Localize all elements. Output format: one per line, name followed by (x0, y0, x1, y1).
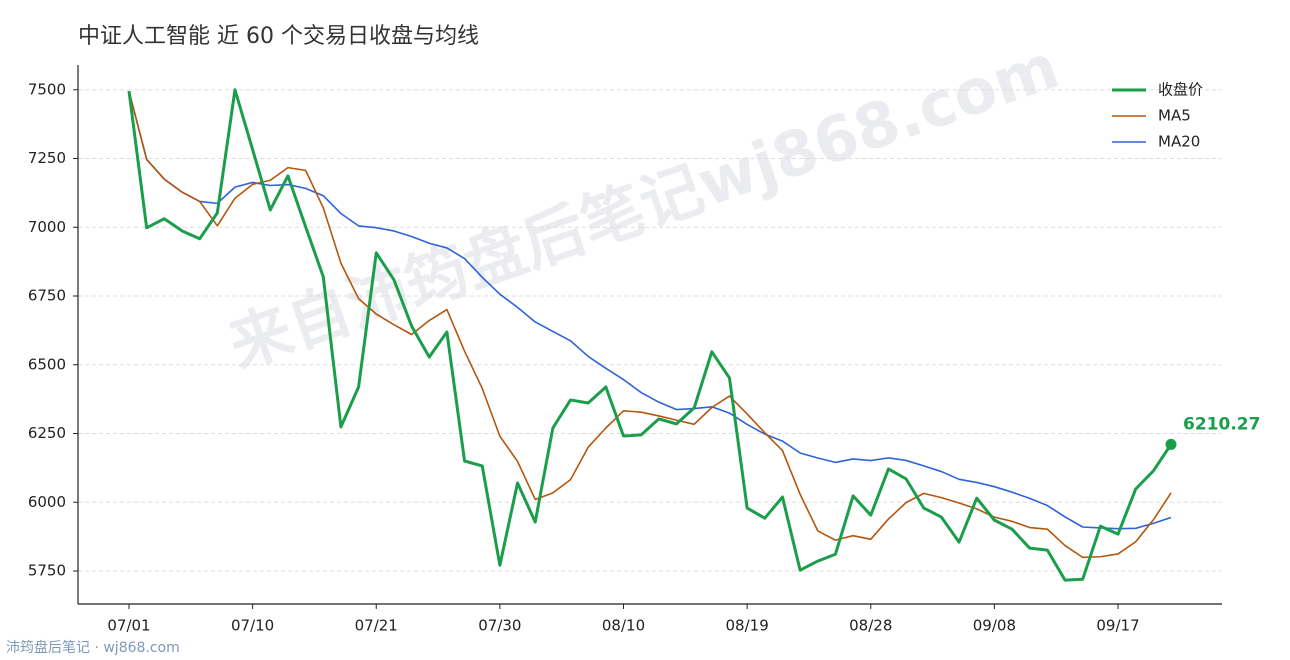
plot (127, 88, 1177, 582)
chart-title: 中证人工智能 近 60 个交易日收盘与均线 (78, 24, 479, 49)
y-tick-label: 7000 (28, 218, 66, 236)
footer: 沛筠盘后笔记 · wj868.com (6, 639, 180, 656)
x-tick-label: 08/10 (602, 617, 645, 635)
y-tick-label: 7500 (28, 80, 66, 98)
x-tick-label: 07/10 (231, 617, 274, 635)
series-line (128, 90, 1172, 530)
y-tick-label: 7250 (28, 149, 66, 167)
legend-label: MA20 (1158, 133, 1200, 151)
grid (78, 89, 1222, 572)
y-tick-label: 6000 (28, 493, 66, 511)
legend-label: MA5 (1158, 107, 1191, 125)
x-tick-label: 08/28 (849, 617, 892, 635)
x-tick-label: 08/19 (726, 617, 769, 635)
x-tick-label: 07/01 (107, 617, 150, 635)
x-tick-label: 07/30 (478, 617, 521, 635)
last-point (1165, 438, 1177, 450)
watermark: 来自沛筠盘后笔记wj868.com (220, 29, 1068, 382)
y-tick-label: 6250 (28, 424, 66, 442)
x-tick-label: 09/17 (1096, 617, 1139, 635)
y-tick-label: 6750 (28, 287, 66, 305)
x-tick-label: 09/08 (973, 617, 1016, 635)
x-tick-label: 07/21 (355, 617, 398, 635)
last-value-label: 6210.27 (1183, 414, 1260, 434)
y-tick-label: 5750 (28, 562, 66, 580)
series-line (127, 88, 1173, 582)
series-line (128, 90, 1172, 559)
legend-label: 收盘价 (1158, 81, 1203, 99)
y-tick-label: 6500 (28, 355, 66, 373)
